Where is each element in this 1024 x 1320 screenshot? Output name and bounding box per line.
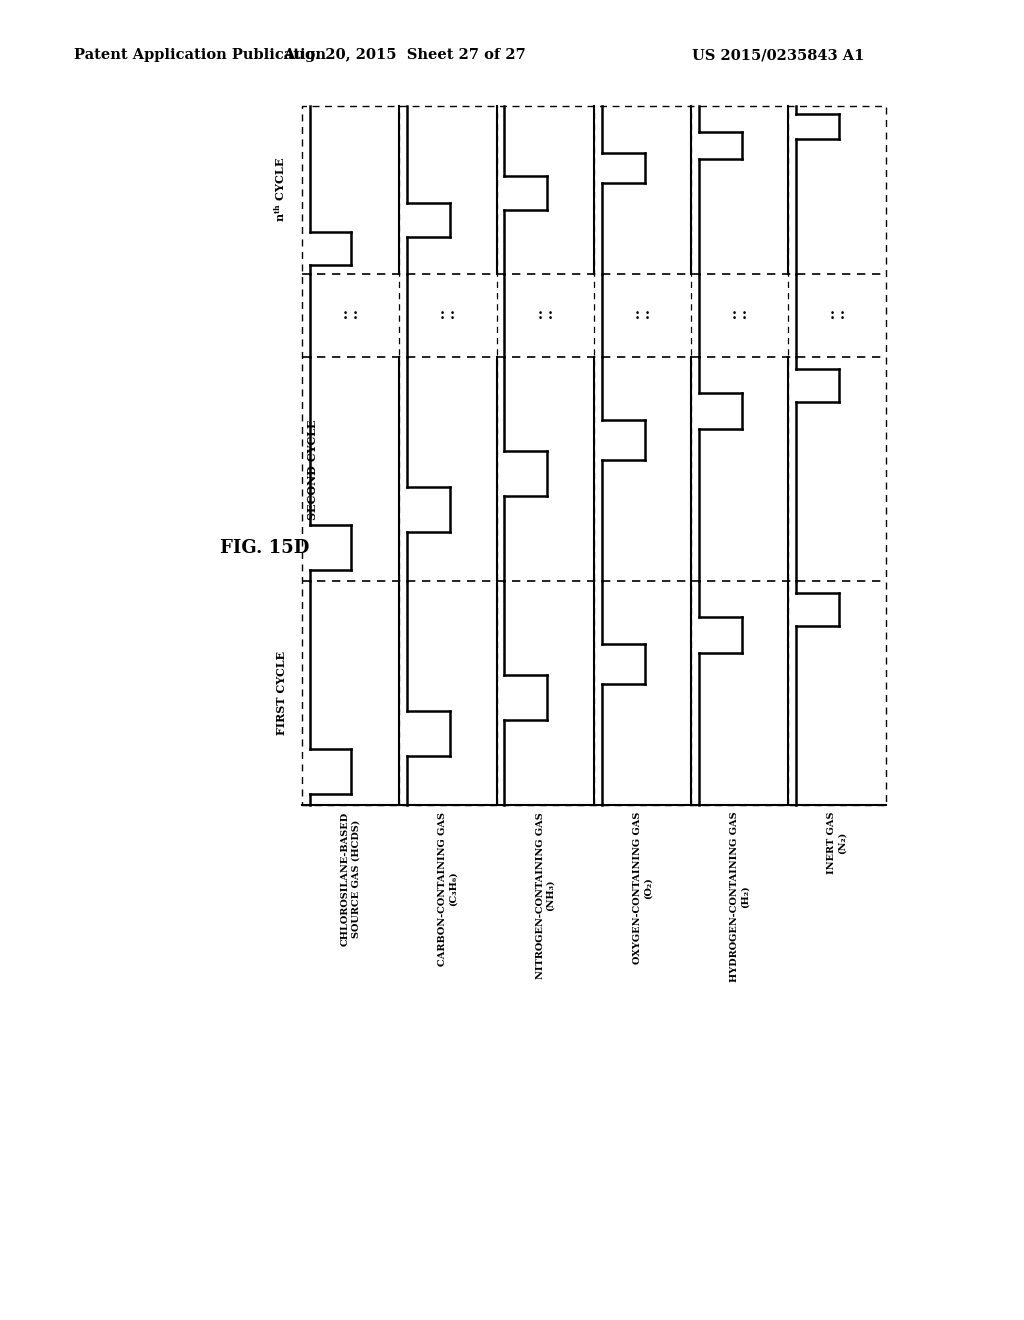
Text: NITROGEN-CONTAINING GAS
(NH₃): NITROGEN-CONTAINING GAS (NH₃)	[536, 812, 555, 978]
Text: CHLOROSILANE-BASED
SOURCE GAS (HCDS): CHLOROSILANE-BASED SOURCE GAS (HCDS)	[341, 812, 360, 946]
Text: : :: : :	[343, 309, 358, 322]
Text: HYDROGEN-CONTAINING GAS
(H₂): HYDROGEN-CONTAINING GAS (H₂)	[730, 812, 750, 982]
Text: : :: : :	[732, 309, 748, 322]
Text: CARBON-CONTAINING GAS
(C₃H₆): CARBON-CONTAINING GAS (C₃H₆)	[438, 812, 458, 966]
Text: n$^{\mathregular{th}}$ CYCLE: n$^{\mathregular{th}}$ CYCLE	[272, 157, 287, 222]
Text: FIRST CYCLE: FIRST CYCLE	[275, 651, 287, 735]
Text: Patent Application Publication: Patent Application Publication	[74, 49, 326, 62]
Text: : :: : :	[829, 309, 845, 322]
Text: : :: : :	[538, 309, 553, 322]
Text: : :: : :	[440, 309, 456, 322]
Text: Aug. 20, 2015  Sheet 27 of 27: Aug. 20, 2015 Sheet 27 of 27	[283, 49, 526, 62]
Text: FIG. 15D: FIG. 15D	[220, 539, 309, 557]
Text: SECOND CYCLE: SECOND CYCLE	[307, 420, 318, 520]
Text: INERT GAS
(N₂): INERT GAS (N₂)	[827, 812, 847, 874]
Text: : :: : :	[635, 309, 650, 322]
Text: US 2015/0235843 A1: US 2015/0235843 A1	[692, 49, 864, 62]
Text: OXYGEN-CONTAINING GAS
(O₂): OXYGEN-CONTAINING GAS (O₂)	[633, 812, 652, 964]
